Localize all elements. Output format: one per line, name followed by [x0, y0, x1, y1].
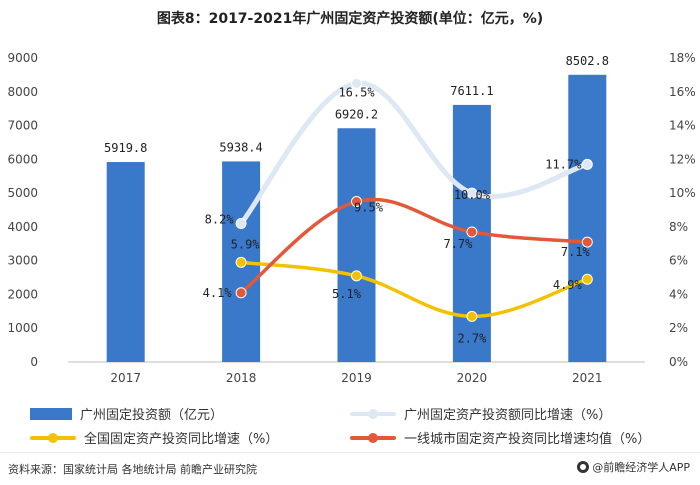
legend-label: 广州固定资产投资额同比增速（%） [404, 408, 612, 423]
bar-value-labels: 5919.8 5938.4 6920.2 7611.1 8502.8 [104, 54, 609, 155]
y-right-tick-label: 18% [669, 51, 696, 65]
legend-item-gz-growth[interactable]: 广州固定资产投资额同比增速（%） [350, 404, 611, 423]
x-tick-label: 2021 [572, 371, 603, 385]
y-left-tick-label: 5000 [7, 186, 38, 200]
series-data-label: 5.1% [332, 287, 362, 301]
y-left-tick-label: 7000 [7, 119, 38, 133]
series-data-label: 5.9% [231, 237, 261, 251]
y-left-tick-label: 6000 [7, 152, 38, 166]
series-point [235, 256, 247, 268]
series-point [581, 273, 593, 285]
bar-value-label: 6920.2 [335, 107, 378, 121]
y-right-tick-label: 10% [669, 186, 696, 200]
legend-label: 一线城市固定资产投资同比增速均值（%） [404, 432, 651, 447]
series-line [239, 197, 590, 295]
series-point [351, 77, 362, 89]
series-line [239, 260, 590, 319]
series-point [235, 218, 247, 230]
x-tick-label: 2017 [110, 371, 141, 385]
series-point [466, 310, 478, 322]
right-axis: 0% 2% 4% 6% 8% 10% 12% 14% 16% 18% [669, 51, 696, 369]
y-right-tick-label: 12% [669, 152, 696, 166]
series-line [238, 80, 590, 227]
x-tick-label: 2018 [226, 371, 257, 385]
series-data-label: 8.2% [205, 213, 235, 227]
series-data-label: 16.5% [338, 85, 375, 99]
left-axis: 0 1000 2000 3000 4000 5000 6000 7000 8000 9000 [7, 51, 38, 369]
x-tick-label: 2019 [341, 371, 372, 385]
y-left-tick-label: 0 [30, 355, 38, 369]
y-left-tick-label: 3000 [7, 254, 38, 268]
chart-plot: 0 1000 2000 3000 4000 5000 6000 7000 8000 9000 0%… [7, 51, 696, 385]
y-right-tick-label: 0% [669, 355, 688, 369]
series-data-label: 7.1% [561, 245, 591, 259]
bar [568, 74, 607, 362]
legend-swatch-line [350, 408, 396, 419]
brand-label: @前瞻经济学人APP [592, 461, 690, 474]
y-right-tick-label: 4% [669, 287, 688, 301]
legend-label: 全国固定资产投资同比增速（%） [84, 432, 279, 447]
y-left-tick-label: 4000 [7, 220, 38, 234]
y-left-tick-label: 1000 [7, 321, 38, 335]
y-left-tick-label: 2000 [7, 287, 38, 301]
series-data-label: 9.5% [354, 201, 384, 215]
y-right-tick-label: 6% [669, 254, 688, 268]
legend-swatch-line [350, 432, 396, 443]
legend-swatch-line [30, 432, 76, 443]
x-tick-label: 2020 [457, 371, 488, 385]
series-point [466, 226, 478, 238]
y-right-tick-label: 16% [669, 85, 696, 99]
bar [106, 162, 145, 362]
series-point [351, 196, 362, 208]
legend-item-tier1-growth[interactable]: 一线城市固定资产投资同比增速均值（%） [350, 428, 650, 447]
bar-value-label: 7611.1 [450, 84, 493, 98]
bar-value-label: 8502.8 [566, 54, 609, 68]
bar-value-label: 5919.8 [104, 141, 147, 155]
legend-label: 广州固定投资额（亿元） [80, 408, 224, 423]
x-axis: 2017 2018 2019 2020 2021 [110, 371, 602, 385]
series-data-label: 10.0% [454, 188, 491, 202]
series-point [581, 236, 593, 248]
legend-swatch-bar [30, 407, 72, 420]
brand-note: @前瞻经济学人APP [577, 459, 690, 475]
chart-title: 图表8：2017-2021年广州固定资产投资额(单位：亿元，%) [156, 11, 544, 27]
bar-value-label: 5938.4 [219, 140, 262, 154]
y-left-tick-label: 8000 [7, 85, 38, 99]
line-series: 8.2% 16.5% 10.0% 11.7% 5.9% 5.1% 2.7% 4.9% 4.1% 9… [203, 77, 593, 345]
series-point [235, 287, 247, 299]
footer-divider [0, 452, 700, 453]
series-data-label: 4.9% [553, 278, 583, 292]
brand-logo-icon [577, 461, 590, 473]
source-note: 资料来源：国家统计局 各地统计局 前瞻产业研究院 [8, 463, 257, 476]
legend: 广州固定投资额（亿元） 广州固定资产投资额同比增速（%） 全国固定资产投资同比增… [30, 400, 690, 447]
series-data-label: 2.7% [457, 331, 487, 345]
y-right-tick-label: 14% [669, 119, 696, 133]
series-point [466, 187, 478, 199]
series-data-label: 4.1% [203, 286, 233, 300]
series-point [351, 270, 362, 282]
y-right-tick-label: 8% [669, 220, 688, 234]
y-left-tick-label: 9000 [7, 51, 38, 65]
bar [337, 128, 376, 362]
legend-item-bar[interactable]: 广州固定投资额（亿元） [30, 404, 223, 423]
series-data-label: 11.7% [545, 157, 582, 171]
series-data-label: 7.7% [443, 237, 473, 251]
y-right-tick-label: 2% [669, 321, 688, 335]
series-point [581, 158, 593, 170]
legend-item-national-growth[interactable]: 全国固定资产投资同比增速（%） [30, 428, 278, 447]
